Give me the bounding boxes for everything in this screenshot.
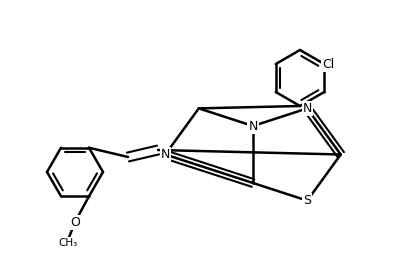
Text: CH₃: CH₃	[59, 238, 78, 248]
Text: N: N	[248, 119, 258, 133]
Text: O: O	[70, 215, 80, 229]
Text: N: N	[302, 102, 312, 115]
Text: N: N	[161, 148, 170, 161]
Text: S: S	[303, 194, 311, 207]
Text: Cl: Cl	[322, 58, 334, 70]
